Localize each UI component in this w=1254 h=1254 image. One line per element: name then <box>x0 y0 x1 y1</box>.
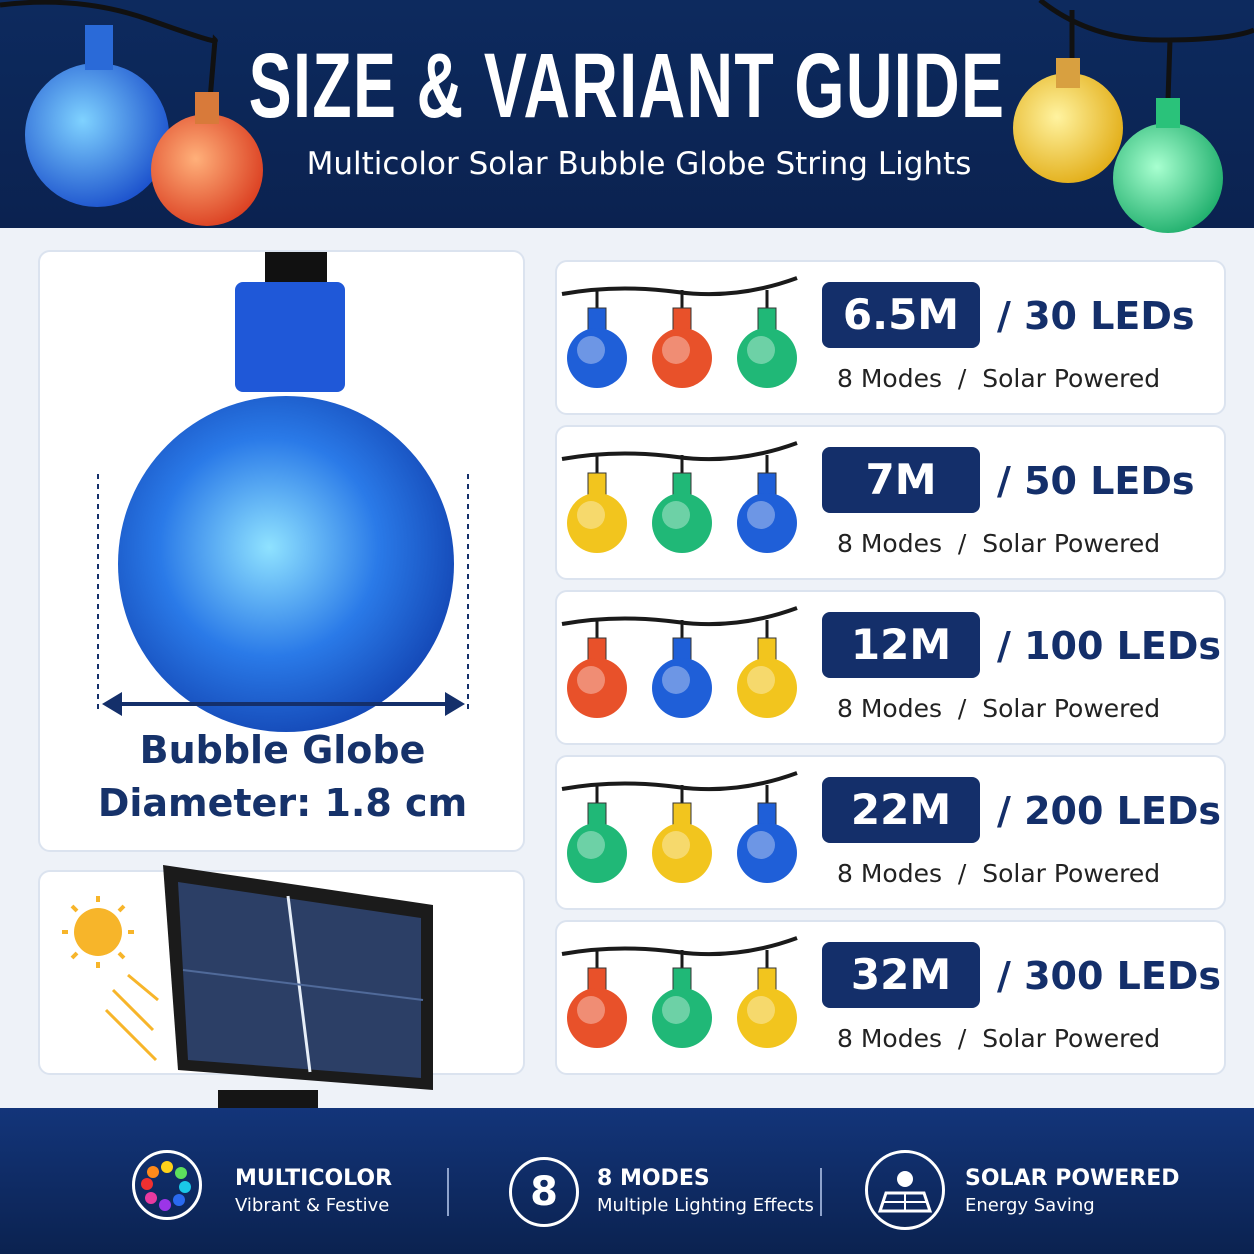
header-decor <box>0 0 1254 233</box>
modes-badge: 8 <box>509 1157 579 1227</box>
variant-length: 7M <box>822 447 980 513</box>
bulb <box>652 658 712 718</box>
variant-card: 32M / 300 LEDs 8 Modes / Solar Powered <box>555 920 1226 1075</box>
bulb <box>652 988 712 1048</box>
variant-card: 7M / 50 LEDs 8 Modes / Solar Powered <box>555 425 1226 580</box>
subtitle: Multicolor Solar Bubble Globe String Lig… <box>306 146 972 182</box>
bulb <box>737 658 797 718</box>
wire <box>561 771 798 792</box>
bulb-cap <box>757 307 777 331</box>
footer <box>0 1108 1254 1254</box>
bulb-cap <box>587 802 607 826</box>
bulb <box>567 823 627 883</box>
string-lights <box>561 276 798 388</box>
bulb-glow <box>662 666 690 694</box>
bulb-glow <box>662 996 690 1024</box>
bulb-glow <box>577 666 605 694</box>
bulb-cap <box>587 307 607 331</box>
variant-features: 8 Modes / Solar Powered <box>837 694 1161 723</box>
string-lights <box>561 936 798 1048</box>
separator <box>820 1168 822 1216</box>
bulb-cap <box>757 802 777 826</box>
feature-subtitle: Energy Saving <box>965 1195 1095 1216</box>
bulb <box>737 493 797 553</box>
bulb-cap <box>587 637 607 661</box>
bulb <box>567 658 627 718</box>
bulb <box>737 328 797 388</box>
bulb-cap <box>587 967 607 991</box>
bulb-glow <box>747 501 775 529</box>
string-lights <box>561 441 798 553</box>
bulb-glow <box>577 996 605 1024</box>
bulb <box>652 493 712 553</box>
wire <box>561 936 798 957</box>
bulb-cap <box>757 637 777 661</box>
diameter-card <box>38 250 525 852</box>
bulb-cap <box>587 472 607 496</box>
wire <box>561 441 798 462</box>
bulb-glow <box>577 336 605 364</box>
variant-length: 32M <box>822 942 980 1008</box>
bulb-glow <box>747 336 775 364</box>
bulb-glow <box>577 831 605 859</box>
diameter-label: Bubble Globe <box>139 728 426 772</box>
variant-length: 6.5M <box>822 282 980 348</box>
bulb-cap <box>672 637 692 661</box>
bulb <box>737 988 797 1048</box>
color-dots <box>141 1161 191 1211</box>
variant-card: 6.5M / 30 LEDs 8 Modes / Solar Powered <box>555 260 1226 415</box>
variant-card: 22M / 200 LEDs 8 Modes / Solar Powered <box>555 755 1226 910</box>
string-lights <box>561 606 798 718</box>
bulb-glow <box>577 501 605 529</box>
solar-icon <box>865 1150 945 1230</box>
string-lights <box>561 771 798 883</box>
header <box>0 0 1254 233</box>
variant-features: 8 Modes / Solar Powered <box>837 1024 1161 1053</box>
variant-card: 12M / 100 LEDs 8 Modes / Solar Powered <box>555 590 1226 745</box>
variant-leds: / 30 LEDs <box>997 294 1195 338</box>
bulb-cap <box>757 967 777 991</box>
separator <box>447 1168 449 1216</box>
bulb-cap <box>672 307 692 331</box>
bulb-cap <box>672 967 692 991</box>
variant-length: 12M <box>822 612 980 678</box>
bulb-cap <box>757 472 777 496</box>
wire <box>561 606 798 627</box>
bulb-cap <box>672 802 692 826</box>
variant-features: 8 Modes / Solar Powered <box>837 529 1161 558</box>
bulb <box>567 328 627 388</box>
bulb-glow <box>747 666 775 694</box>
variant-leds: / 300 LEDs <box>997 954 1221 998</box>
bulb-glow <box>662 336 690 364</box>
bulb <box>652 823 712 883</box>
bulb-glow <box>747 831 775 859</box>
bulb <box>652 328 712 388</box>
bulb-glow <box>747 996 775 1024</box>
bulb-glow <box>662 831 690 859</box>
feature-title: MULTICOLOR <box>235 1166 393 1191</box>
variant-leds: / 100 LEDs <box>997 624 1221 668</box>
solar-glyph <box>877 1171 933 1213</box>
title: SIZE & VARIANT GUIDE <box>248 35 1006 137</box>
variant-leds: / 200 LEDs <box>997 789 1221 833</box>
feature-title: SOLAR POWERED <box>965 1166 1180 1191</box>
variant-length: 22M <box>822 777 980 843</box>
variant-features: 8 Modes / Solar Powered <box>837 859 1161 888</box>
feature-subtitle: Multiple Lighting Effects <box>597 1195 814 1216</box>
bulb <box>737 823 797 883</box>
variant-features: 8 Modes / Solar Powered <box>837 364 1161 393</box>
multicolor-icon <box>132 1150 202 1220</box>
feature-subtitle: Vibrant & Festive <box>235 1195 390 1216</box>
variant-leds: / 50 LEDs <box>997 459 1195 503</box>
big-bulb <box>97 252 469 732</box>
bulb-cap <box>672 472 692 496</box>
diameter-value: Diameter: 1.8 cm <box>97 781 468 825</box>
bulb <box>567 988 627 1048</box>
bulb-glow <box>662 501 690 529</box>
wire <box>561 276 798 297</box>
feature-title: 8 MODES <box>597 1166 710 1191</box>
bulb <box>567 493 627 553</box>
